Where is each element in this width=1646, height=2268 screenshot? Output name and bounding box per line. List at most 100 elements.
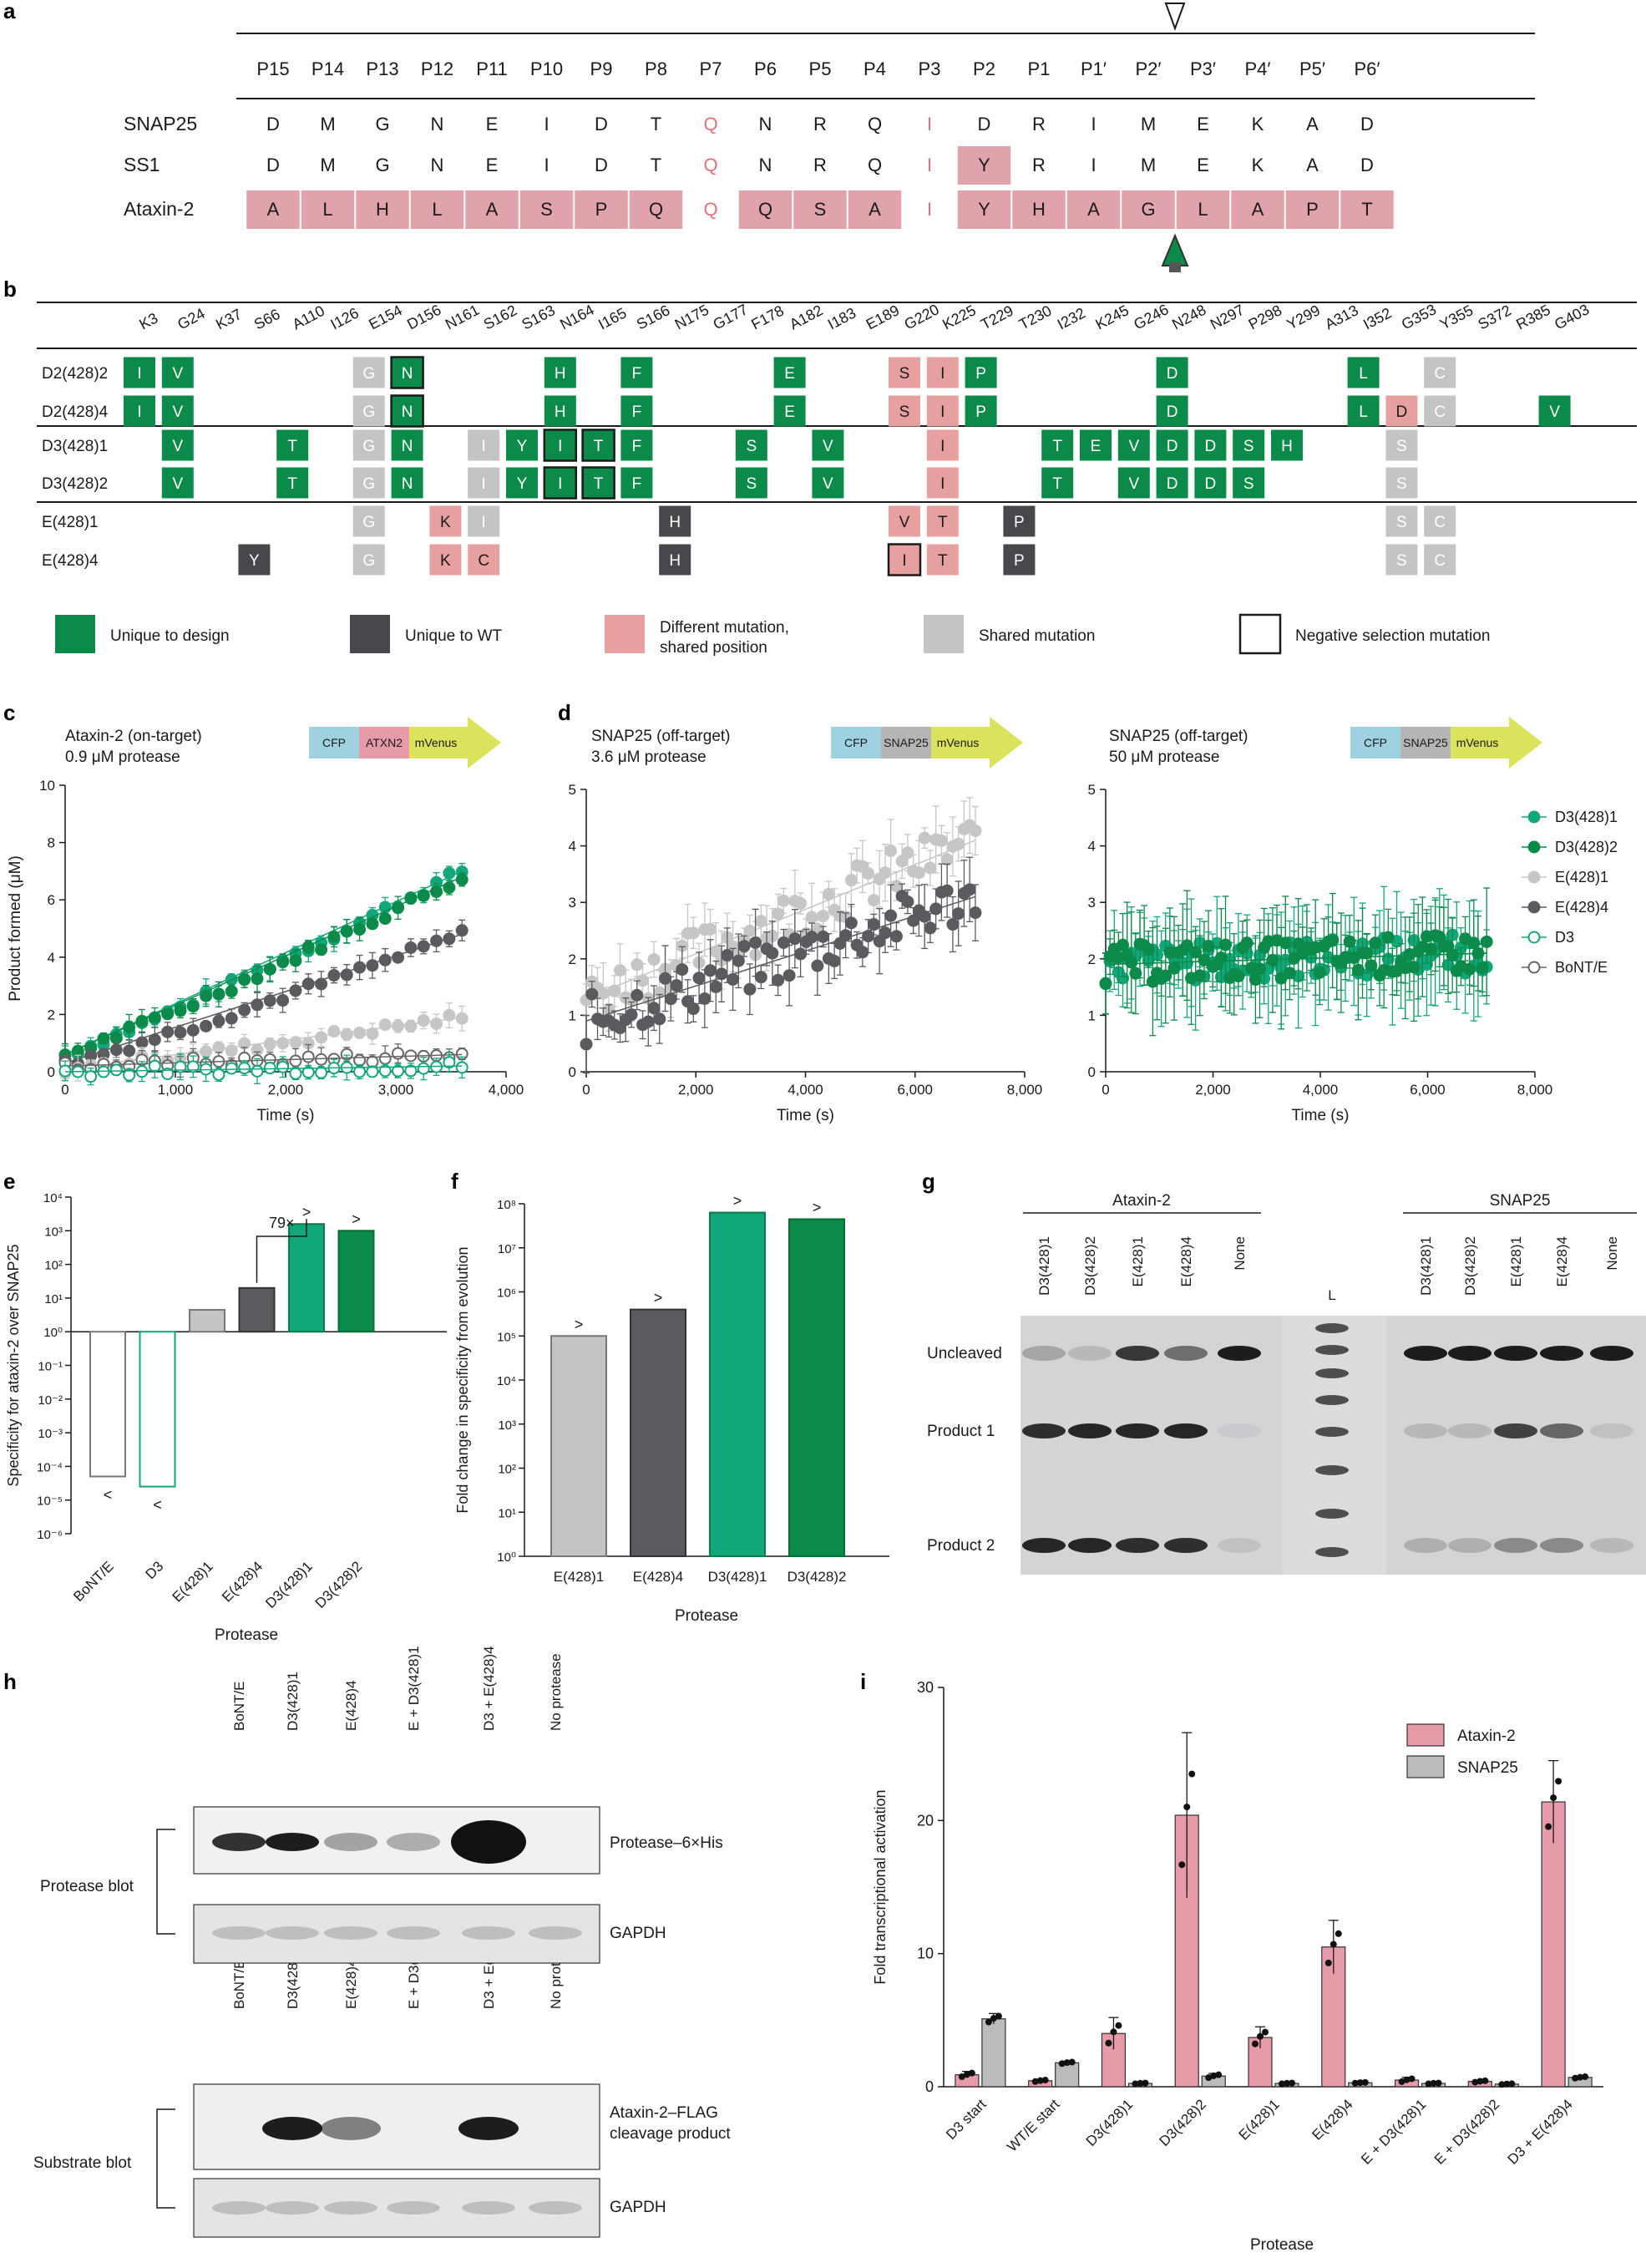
residue-shade (957, 146, 1011, 185)
replicate-point (1471, 2078, 1479, 2086)
data-point (212, 1014, 225, 1027)
band-product-2 (1068, 1538, 1112, 1553)
gapdh-band (462, 2201, 515, 2215)
bracket (256, 1219, 307, 1283)
mutation-cell (812, 429, 844, 461)
mutation-position: K245 (1092, 302, 1132, 332)
data-point (732, 954, 745, 967)
mutation-residue: S (1396, 438, 1407, 455)
mutation-residue: T (938, 552, 948, 570)
x-tick-label: 1,000 (158, 1082, 194, 1098)
group-label: SNAP25 (1490, 1192, 1551, 1210)
y-axis-title: Fold change in specificity from evolutio… (454, 1246, 471, 1513)
residue: D (595, 114, 608, 134)
mutation-residue: S (899, 403, 910, 421)
y-tick-label: 10³ (498, 1418, 516, 1433)
mutation-cell (468, 505, 500, 537)
position-label: P3′ (1190, 58, 1216, 79)
band-uncleaved (1164, 1346, 1208, 1361)
data-point (952, 837, 965, 850)
mutation-position: F178 (748, 302, 787, 333)
mutation-cell (926, 467, 959, 499)
blot-gapdh (193, 2178, 600, 2238)
ladder-band (1315, 1509, 1349, 1519)
data-point (889, 880, 903, 893)
ladder-band (1315, 1547, 1349, 1557)
data-point (889, 930, 903, 943)
data-point (1326, 934, 1340, 947)
band-product-2 (1022, 1538, 1066, 1553)
mutation-residue: I (137, 365, 141, 383)
replicate-point (1476, 2078, 1484, 2085)
bar (1541, 1801, 1566, 2088)
residue: M (320, 155, 335, 175)
category-label: D3 start (943, 2096, 990, 2143)
data-point (1446, 948, 1459, 961)
lane-label: BoNT/E (231, 1959, 247, 2009)
residue: Y (978, 199, 990, 220)
mutation-position: E189 (864, 302, 903, 332)
data-point (1369, 936, 1382, 950)
mutation-cell (468, 429, 500, 461)
arrow-stem (1169, 262, 1181, 272)
x-axis-title: Protease (215, 1626, 278, 1644)
replicate-point (1110, 2028, 1117, 2036)
residue: R (813, 114, 827, 134)
residue: K (1252, 155, 1264, 175)
data-point (585, 987, 599, 1001)
mutation-residue: N (402, 438, 413, 455)
y-tick-label: 2 (569, 951, 576, 967)
panel-g-gel: Ataxin-2 SNAP25 D3(428)1 D3(428)2 E(428)1 E(4… (927, 1192, 1646, 1575)
legend-swatch (1406, 1723, 1445, 1747)
mutation-residue: C (1434, 514, 1446, 531)
x-tick-label: 0 (1102, 1082, 1109, 1098)
residue: A (1306, 114, 1319, 134)
sequence-name: Ataxin-2 (124, 198, 194, 220)
panel-letter-h: h (3, 1669, 17, 1694)
position-label: P14 (311, 58, 344, 79)
mutation-residue: V (823, 475, 833, 493)
mutation-residue: V (172, 403, 183, 421)
legend-label: Shared mutation (979, 627, 1095, 645)
replicate-point (1324, 1959, 1332, 1966)
variant-name: E(428)1 (42, 514, 99, 531)
data-point (670, 979, 683, 992)
mutation-cell (1156, 429, 1188, 461)
data-point (625, 1008, 638, 1022)
mutation-cell (926, 544, 959, 576)
legend-label: E(428)1 (1555, 869, 1608, 885)
data-point (1193, 969, 1207, 982)
mutation-cell (620, 467, 653, 499)
data-point (1279, 936, 1292, 950)
ladder-band (1315, 1345, 1349, 1355)
data-point (263, 962, 276, 976)
y-tick-label: 10 (917, 1946, 934, 1962)
mutation-position: R385 (1513, 302, 1552, 333)
construct-substrate (1400, 727, 1451, 759)
data-point (901, 895, 914, 908)
data-point (924, 921, 937, 935)
subtitle: SNAP25 (off-target) (591, 728, 731, 745)
band-product-2 (1404, 1538, 1447, 1553)
mutation-cell (620, 357, 653, 388)
replicate-point (1142, 2079, 1149, 2087)
data-point (366, 917, 379, 931)
mutation-residue: G (362, 552, 375, 570)
mutation-residue: D (1167, 475, 1178, 493)
ladder-label: L (1328, 1287, 1335, 1303)
y-tick-label: 1 (569, 1007, 576, 1023)
construct-arrow-icon (1451, 717, 1542, 769)
mutation-residue: G (362, 365, 375, 383)
data-point (263, 1062, 276, 1075)
mutation-residue: F (632, 438, 642, 455)
blot-bracket (156, 2108, 175, 2209)
category-label: E(428)1 (554, 1569, 604, 1585)
position-label: P11 (476, 58, 508, 79)
mutation-cell (1424, 357, 1456, 388)
legend-swatch (1238, 613, 1282, 655)
data-point (276, 1060, 290, 1073)
residue: R (813, 155, 827, 175)
residue: Q (758, 199, 772, 220)
mutation-cell (620, 429, 653, 461)
data-point (392, 1047, 405, 1060)
